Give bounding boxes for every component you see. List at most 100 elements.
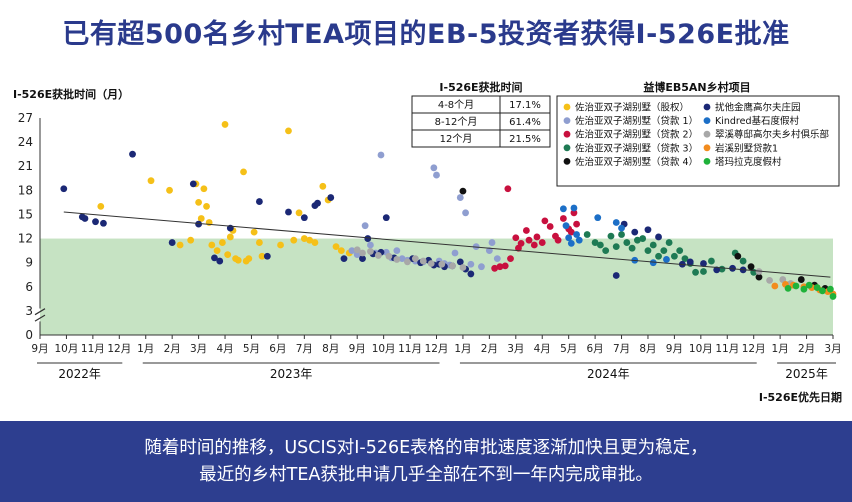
data-point bbox=[300, 214, 308, 222]
table-cell-percent: 17.1% bbox=[509, 100, 541, 111]
data-point bbox=[826, 285, 834, 293]
data-point bbox=[607, 232, 615, 240]
data-point bbox=[353, 246, 361, 254]
data-point bbox=[240, 168, 247, 176]
data-point bbox=[623, 239, 631, 246]
data-point bbox=[618, 231, 625, 238]
data-point bbox=[655, 233, 662, 241]
axis-break-mark bbox=[34, 314, 46, 322]
data-point bbox=[60, 185, 68, 193]
data-point bbox=[97, 203, 105, 210]
data-point bbox=[147, 177, 155, 185]
data-point bbox=[567, 228, 575, 236]
trend-line bbox=[63, 211, 831, 278]
data-point bbox=[361, 222, 369, 230]
y-tick-label: 24 bbox=[18, 135, 33, 149]
data-point bbox=[176, 241, 184, 249]
data-point bbox=[644, 247, 652, 255]
data-point bbox=[285, 208, 292, 216]
data-point bbox=[766, 276, 773, 284]
caption-line-2: 最近的乡村TEA获批申请几乎全部在不到一年内完成审批。 bbox=[199, 464, 653, 485]
data-point bbox=[554, 236, 562, 244]
legend-label: 佐治亚双子湖别墅（股权） bbox=[575, 102, 689, 114]
data-point bbox=[570, 204, 578, 212]
data-point bbox=[197, 215, 205, 222]
x-tick-label: 8月 bbox=[639, 343, 656, 355]
data-point bbox=[575, 236, 583, 244]
data-point bbox=[295, 209, 303, 217]
data-point bbox=[216, 257, 224, 265]
data-point bbox=[255, 198, 263, 205]
data-point bbox=[353, 251, 361, 259]
data-point bbox=[755, 273, 763, 281]
legend-label: 佐治亚双子湖别墅（贷款 2） bbox=[575, 129, 698, 141]
data-point bbox=[364, 235, 372, 242]
x-tick-label: 2月 bbox=[798, 343, 815, 355]
data-point bbox=[612, 243, 620, 250]
data-point bbox=[224, 251, 232, 259]
data-point bbox=[290, 236, 298, 244]
table-cell-percent: 61.4% bbox=[509, 117, 541, 128]
data-point bbox=[359, 249, 366, 257]
data-point bbox=[488, 239, 496, 246]
x-tick-label: 1月 bbox=[772, 343, 789, 355]
data-point bbox=[187, 236, 195, 244]
x-tick-label: 11月 bbox=[398, 343, 422, 355]
data-point bbox=[522, 227, 530, 234]
legend-swatch bbox=[563, 144, 571, 152]
data-point bbox=[195, 220, 203, 228]
data-point bbox=[649, 241, 657, 249]
data-point bbox=[819, 287, 826, 295]
legend-frame bbox=[556, 95, 840, 187]
data-point bbox=[459, 264, 467, 271]
data-point bbox=[427, 260, 435, 267]
x-axis-label: I-526E优先日期 bbox=[759, 390, 842, 404]
page-title: 已有超500名乡村TEA项目的EB-5投资者获得I-526E批准 bbox=[62, 18, 790, 50]
legend-swatch bbox=[703, 103, 711, 111]
data-point bbox=[784, 284, 792, 292]
data-point bbox=[573, 231, 580, 238]
x-tick-label: 2月 bbox=[164, 343, 181, 355]
data-point bbox=[195, 198, 203, 206]
y-tick-label: 9 bbox=[25, 256, 33, 270]
data-point bbox=[462, 209, 469, 217]
data-point bbox=[211, 254, 218, 262]
x-tick-label: 6月 bbox=[587, 343, 604, 355]
x-tick-label: 4月 bbox=[216, 343, 233, 355]
x-tick-label: 10月 bbox=[689, 343, 713, 355]
data-point bbox=[189, 180, 197, 188]
data-point bbox=[234, 256, 242, 264]
data-point bbox=[533, 233, 541, 241]
data-point bbox=[681, 255, 689, 263]
x-tick-label: 10月 bbox=[54, 343, 78, 355]
x-tick-label: 5月 bbox=[560, 343, 577, 355]
data-point bbox=[319, 182, 327, 190]
data-point bbox=[655, 252, 662, 260]
shaded-band bbox=[40, 238, 833, 335]
data-point bbox=[700, 260, 707, 267]
data-point bbox=[517, 239, 525, 247]
data-point bbox=[129, 150, 136, 158]
y-tick-label: 6 bbox=[25, 280, 33, 294]
x-tick-label: 4月 bbox=[534, 343, 551, 355]
data-point bbox=[168, 239, 176, 246]
data-point bbox=[792, 282, 800, 290]
data-point bbox=[602, 247, 610, 255]
y-tick-label: 18 bbox=[18, 183, 33, 197]
data-point bbox=[430, 164, 438, 172]
legend-label: 佐治亚双子湖别墅（贷款 1） bbox=[575, 115, 698, 127]
data-point bbox=[546, 223, 554, 230]
data-point bbox=[456, 194, 464, 201]
data-point bbox=[92, 218, 99, 226]
data-point bbox=[612, 272, 620, 279]
data-point bbox=[250, 228, 258, 236]
data-point bbox=[829, 293, 837, 300]
data-point bbox=[285, 127, 292, 135]
x-tick-label: 7月 bbox=[296, 343, 313, 355]
data-point bbox=[507, 255, 514, 263]
data-point bbox=[459, 187, 467, 195]
data-point bbox=[485, 247, 493, 255]
data-point bbox=[332, 243, 340, 250]
data-point bbox=[348, 247, 356, 255]
